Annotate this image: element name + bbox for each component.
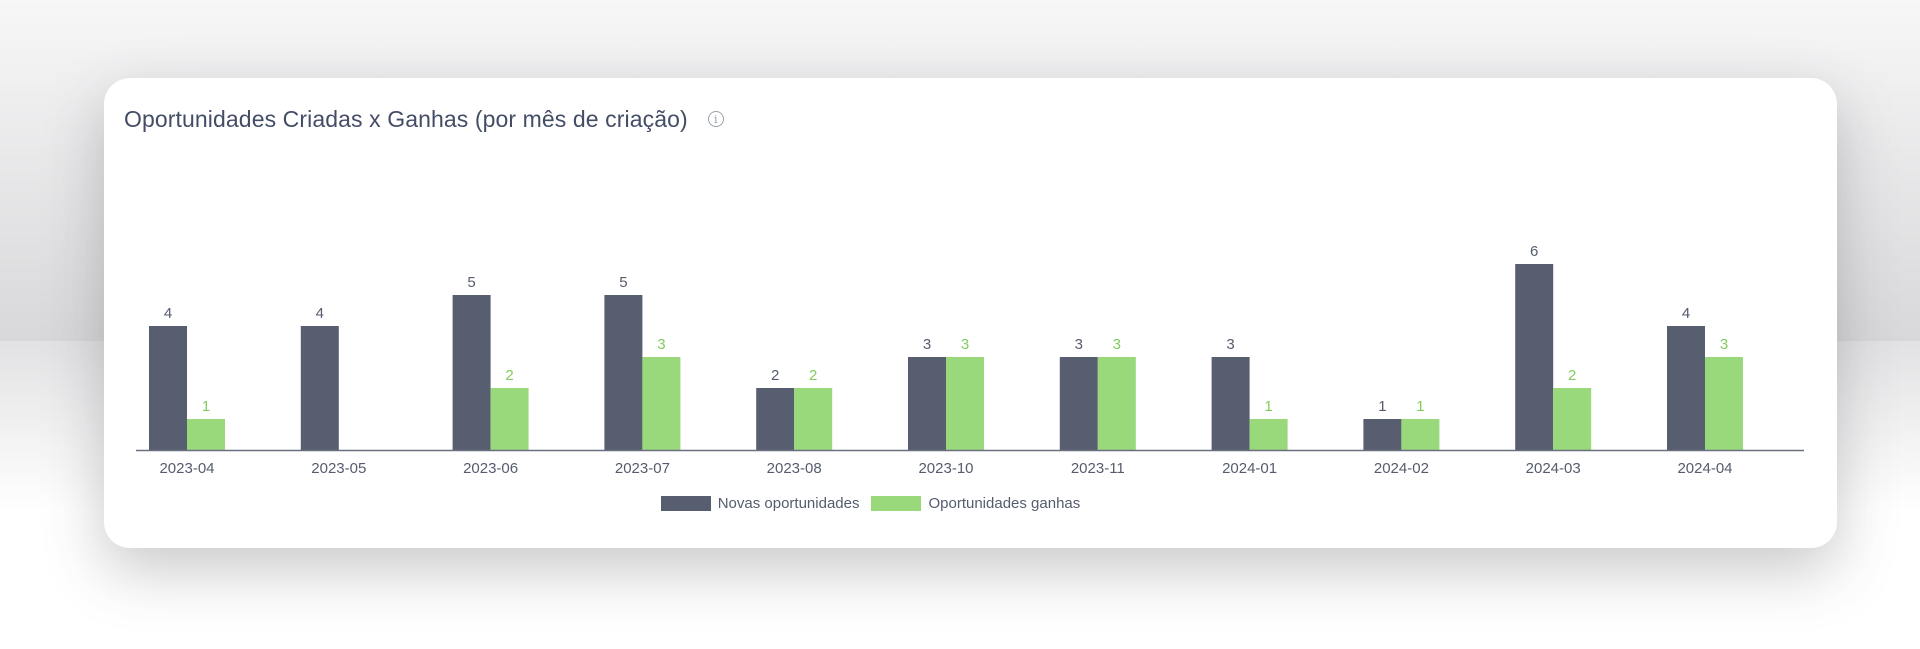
legend-label-won: Oportunidades ganhas <box>928 495 1081 512</box>
x-tick-label-2024-02: 2024-02 <box>1374 460 1429 477</box>
bar-won-2024-02 <box>1401 419 1440 450</box>
bar-won-2024-03 <box>1553 388 1592 450</box>
data-label-new-2023-08: 2 <box>771 367 779 384</box>
x-tick-label-2023-10: 2023-10 <box>918 460 973 477</box>
legend-swatch-won <box>871 496 922 511</box>
data-label-won-2023-06: 2 <box>505 367 513 384</box>
data-label-won-2024-02: 1 <box>1416 398 1424 415</box>
data-label-won-2024-04: 3 <box>1720 336 1728 353</box>
bar-new-2023-11 <box>1059 357 1098 450</box>
bar-won-2023-11 <box>1097 357 1136 450</box>
bar-won-2023-08 <box>794 388 833 450</box>
bar-won-2024-01 <box>1249 419 1288 450</box>
data-label-won-2024-03: 2 <box>1568 367 1576 384</box>
bar-won-2023-10 <box>946 357 984 450</box>
card-header: Oportunidades Criadas x Ganhas (por mês … <box>124 104 724 134</box>
data-label-new-2024-03: 6 <box>1530 243 1538 260</box>
chart-title: Oportunidades Criadas x Ganhas (por mês … <box>124 105 688 132</box>
chart-legend: Novas oportunidades Oportunidades ganhas <box>4 495 1737 512</box>
bar-new-2023-05 <box>300 326 339 450</box>
data-label-new-2023-06: 5 <box>467 274 475 291</box>
bar-new-2023-07 <box>604 295 643 450</box>
bar-won-2023-04 <box>187 419 225 450</box>
bar-new-2024-03 <box>1515 264 1554 450</box>
legend-swatch-new <box>660 496 711 511</box>
bar-new-2023-04 <box>149 326 187 450</box>
x-tick-label-2023-04: 2023-04 <box>159 460 214 477</box>
bar-new-2024-02 <box>1363 419 1402 450</box>
data-label-new-2024-02: 1 <box>1378 398 1386 415</box>
legend-item-won[interactable]: Oportunidades ganhas <box>871 495 1080 512</box>
x-tick-label-2023-05: 2023-05 <box>311 460 366 477</box>
data-label-won-2023-08: 2 <box>809 367 817 384</box>
data-label-new-2023-07: 5 <box>619 274 627 291</box>
data-label-won-2023-07: 3 <box>657 336 665 353</box>
bar-won-2023-06 <box>490 388 529 450</box>
bar-won-2024-04 <box>1705 357 1743 450</box>
info-icon[interactable]: i <box>707 111 724 127</box>
data-label-won-2024-01: 1 <box>1264 398 1272 415</box>
x-tick-label-2024-03: 2024-03 <box>1526 460 1581 477</box>
data-label-won-2023-10: 3 <box>961 336 969 353</box>
x-tick-label-2023-06: 2023-06 <box>463 460 518 477</box>
bar-chart: 4 1 2023-04 4 2023-05 5 2 2023-06 5 3 2023-07 2 2 202… <box>136 243 1804 477</box>
data-label-new-2024-04: 4 <box>1682 305 1690 322</box>
x-tick-label-2023-07: 2023-07 <box>615 460 670 477</box>
data-label-new-2024-01: 3 <box>1226 336 1234 353</box>
x-tick-label-2023-08: 2023-08 <box>767 460 822 477</box>
legend-item-new[interactable]: Novas oportunidades <box>660 495 860 512</box>
data-label-new-2023-04: 4 <box>164 305 172 322</box>
bar-won-2023-07 <box>642 357 681 450</box>
chart-card: Oportunidades Criadas x Ganhas (por mês … <box>104 78 1837 548</box>
legend-label-new: Novas oportunidades <box>717 495 860 512</box>
bar-new-2023-06 <box>452 295 491 450</box>
x-tick-label-2023-11: 2023-11 <box>1071 460 1125 477</box>
data-label-won-2023-04: 1 <box>202 398 210 415</box>
x-tick-label-2024-01: 2024-01 <box>1222 460 1277 477</box>
x-tick-label-2024-04: 2024-04 <box>1677 460 1732 477</box>
data-label-new-2023-11: 3 <box>1075 336 1083 353</box>
data-label-new-2023-05: 4 <box>316 305 324 322</box>
data-label-won-2023-11: 3 <box>1113 336 1121 353</box>
bar-new-2023-10 <box>908 357 946 450</box>
bar-new-2024-04 <box>1667 326 1705 450</box>
data-label-new-2023-10: 3 <box>923 336 931 353</box>
bar-new-2023-08 <box>756 388 795 450</box>
bar-new-2024-01 <box>1211 357 1250 450</box>
